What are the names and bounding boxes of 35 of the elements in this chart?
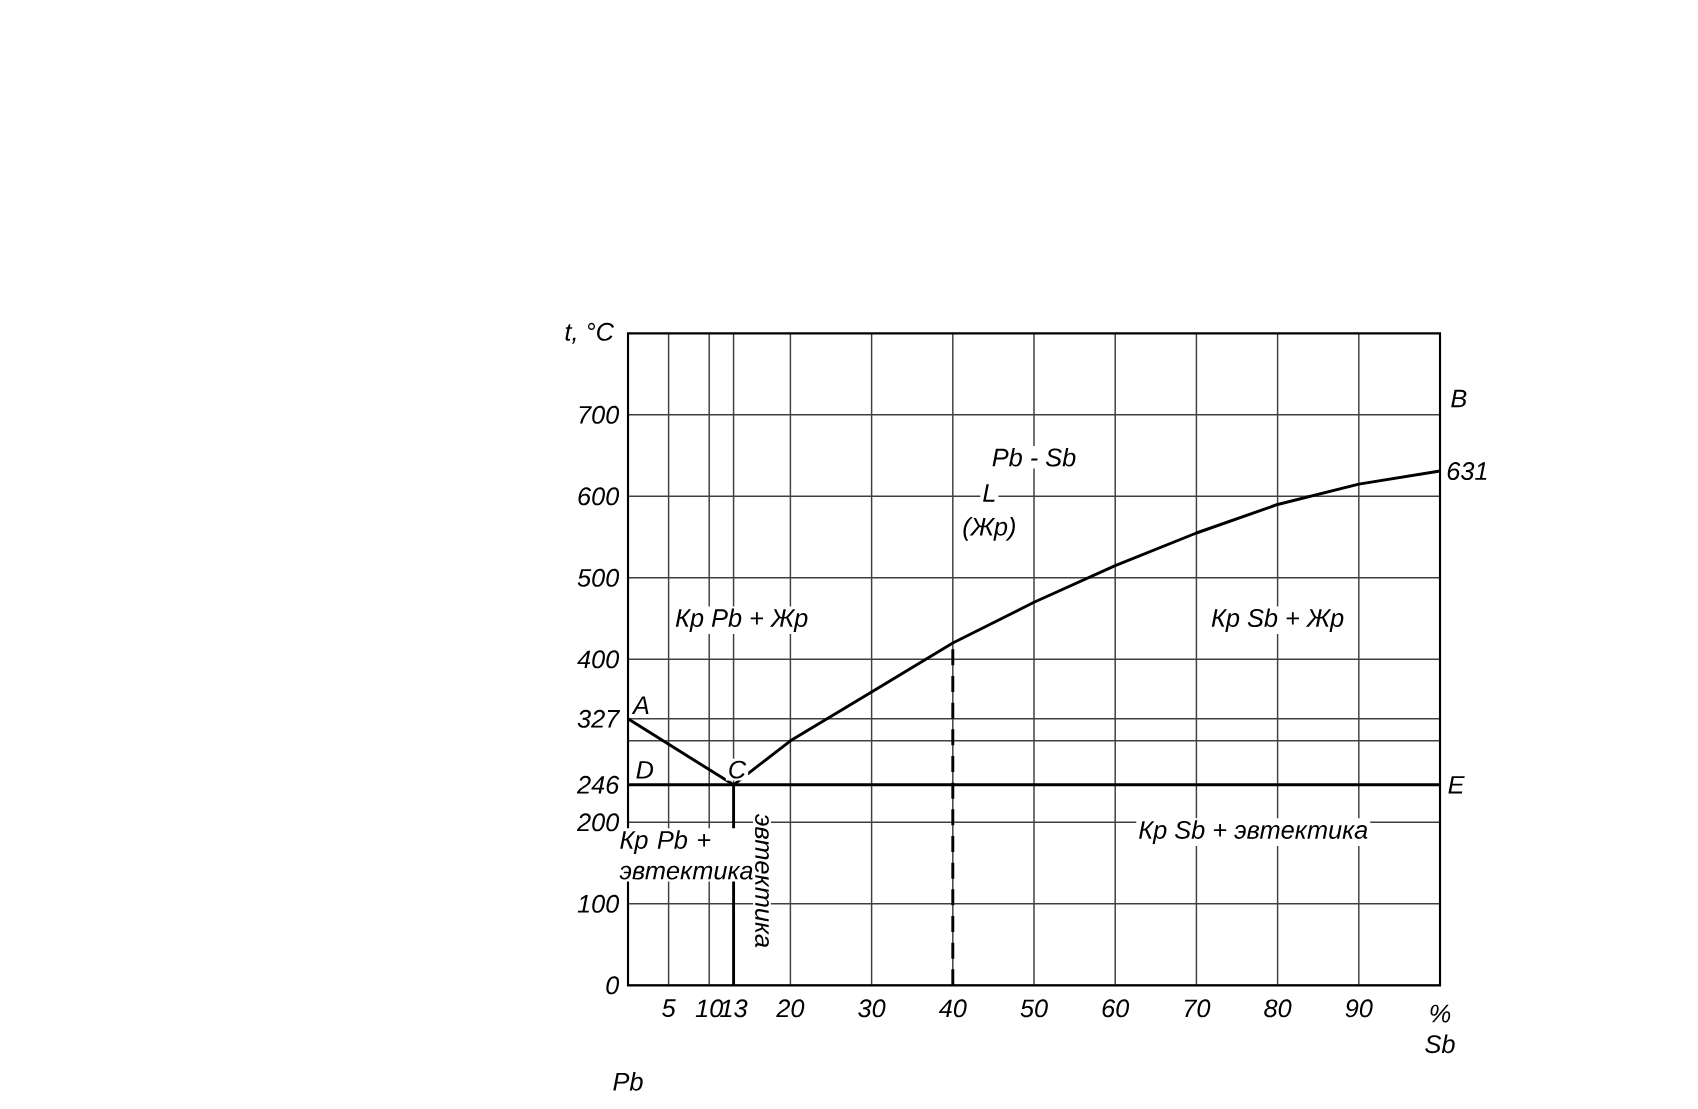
annotation: L bbox=[983, 484, 995, 502]
y-tick-label: 200 bbox=[576, 813, 620, 832]
y-tick-label: 100 bbox=[577, 894, 620, 913]
x-tick-label: 40 bbox=[938, 999, 967, 1018]
y-tick-label: 0 bbox=[606, 976, 620, 995]
annotation: A bbox=[631, 696, 649, 714]
y-tick-label: 246 bbox=[576, 775, 620, 794]
x-tick-label: 20 bbox=[776, 999, 805, 1018]
annotation: эвтектика bbox=[755, 814, 769, 948]
x-tick-label: 90 bbox=[1345, 999, 1373, 1018]
annotation: D bbox=[636, 761, 654, 779]
annotation: Кр Sb + эвтектика bbox=[1139, 820, 1368, 844]
y-tick-label: 400 bbox=[577, 650, 620, 669]
y-tick-label: 500 bbox=[577, 568, 620, 587]
x-tick-label: 80 bbox=[1264, 999, 1292, 1018]
annotation: (Жр) bbox=[963, 517, 1015, 541]
annotation: Pb - Sb bbox=[992, 447, 1076, 467]
y-tick-label: 600 bbox=[578, 487, 620, 506]
text: B bbox=[1451, 389, 1467, 408]
y-axis-title: t, °C bbox=[565, 322, 615, 344]
y-tick-label: 327 bbox=[577, 709, 621, 728]
y-tick-label: 700 bbox=[579, 405, 620, 424]
x-tick-label: 30 bbox=[858, 999, 886, 1018]
annotation: Кр Pb + Жр bbox=[675, 608, 808, 633]
annotation: Кр Sb + Жр bbox=[1211, 608, 1344, 633]
x-tick-label: 70 bbox=[1184, 999, 1211, 1018]
x-tick-label: 50 bbox=[1020, 999, 1048, 1018]
annotation: 631 bbox=[1447, 462, 1487, 481]
annotation: Кр Pb + эвтектика bbox=[619, 830, 753, 880]
text: Pb bbox=[613, 1072, 643, 1091]
x-axis-title: % Sb bbox=[1425, 1004, 1455, 1054]
annotation: E bbox=[1448, 776, 1465, 794]
x-tick-label: 5 bbox=[662, 999, 676, 1018]
x-tick-label: 60 bbox=[1102, 999, 1130, 1018]
annotation: C bbox=[729, 760, 747, 779]
